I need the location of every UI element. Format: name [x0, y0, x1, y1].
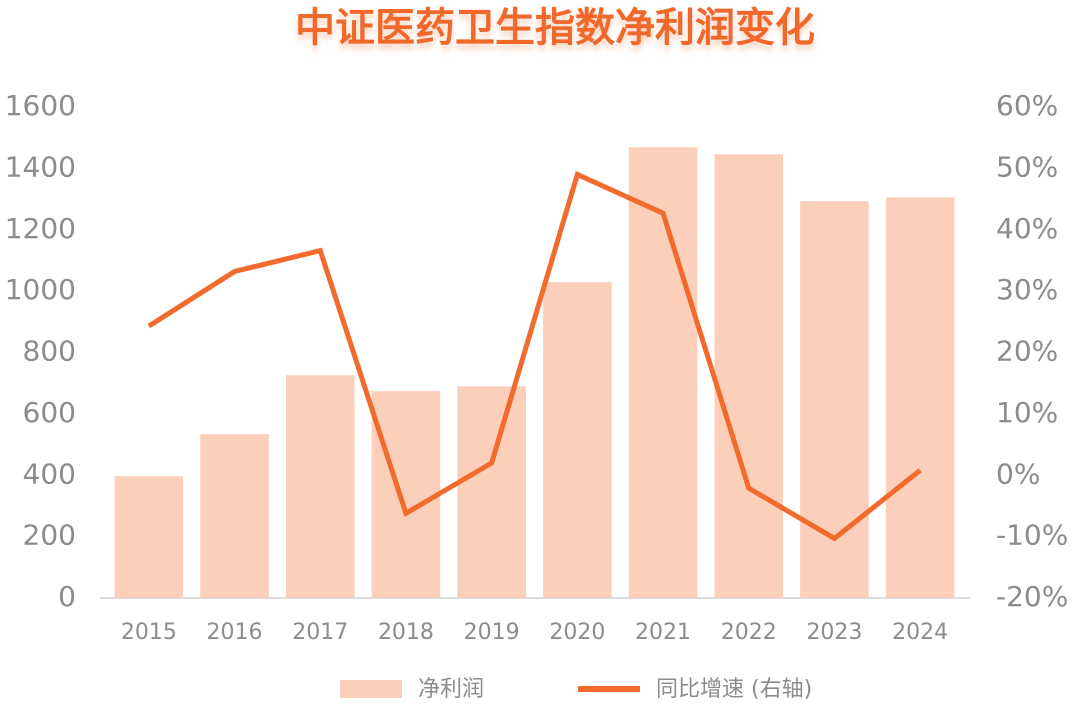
y-tick-label: 800 [23, 335, 76, 368]
chart-title: 中证医药卫生指数净利润变化 [295, 5, 815, 51]
y-tick-label: 200 [23, 519, 76, 552]
y2-tick-label: 0% [996, 457, 1040, 490]
bar [628, 147, 698, 598]
bar [714, 154, 784, 599]
y2-tick-label: 40% [996, 212, 1058, 245]
x-tick-label: 2017 [292, 620, 348, 645]
bar [114, 476, 184, 598]
bar [543, 282, 612, 598]
y2-tick-label: 60% [996, 89, 1058, 122]
x-tick-label: 2015 [121, 620, 177, 645]
y2-tick-label: 50% [996, 150, 1058, 183]
y-tick-label: 1200 [5, 212, 76, 245]
y2-tick-label: -10% [996, 519, 1068, 552]
x-tick-label: 2018 [378, 620, 434, 645]
legend-label: 同比增速 (右轴) [656, 677, 812, 702]
y-tick-label: 400 [23, 457, 76, 490]
y2-tick-label: 30% [996, 273, 1058, 306]
bar [371, 391, 441, 598]
y2-tick-label: 10% [996, 396, 1058, 429]
x-tick-label: 2022 [721, 620, 777, 645]
y2-tick-label: -20% [996, 580, 1068, 613]
y2-tick-label: 20% [996, 335, 1058, 368]
bar [885, 197, 955, 598]
x-tick-label: 2019 [464, 620, 520, 645]
y-tick-label: 1400 [5, 150, 76, 183]
legend-swatch [340, 680, 402, 698]
bar [457, 386, 526, 598]
y-tick-label: 1000 [5, 273, 76, 306]
y-tick-label: 600 [23, 396, 76, 429]
x-tick-label: 2020 [549, 620, 605, 645]
line [147, 171, 922, 542]
bar [285, 375, 355, 598]
x-tick-label: 2016 [207, 620, 263, 645]
y-tick-label: 0 [58, 580, 76, 613]
legend-label: 净利润 [418, 677, 484, 702]
bar [200, 434, 269, 598]
bar [800, 201, 869, 598]
x-tick-label: 2023 [806, 620, 862, 645]
x-tick-label: 2024 [892, 620, 948, 645]
y-tick-label: 1600 [5, 89, 76, 122]
x-tick-label: 2021 [635, 620, 691, 645]
